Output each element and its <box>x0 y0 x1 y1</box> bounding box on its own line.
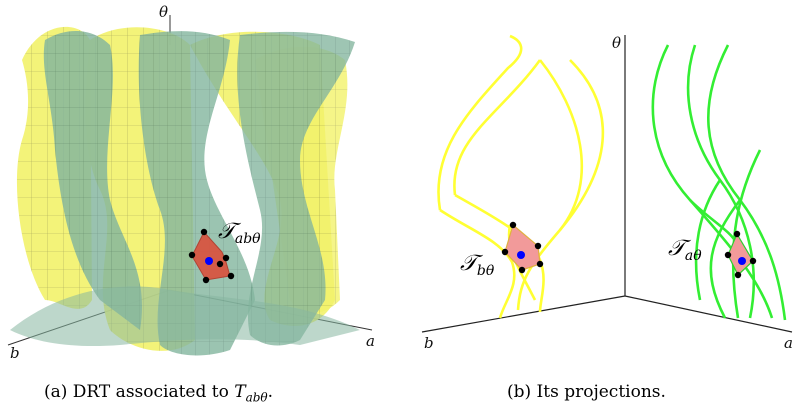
yellow-curve <box>453 59 542 196</box>
vertex-point <box>733 230 741 238</box>
axis-label-a-b: a <box>784 334 793 352</box>
vertex-point <box>518 266 526 274</box>
caption-b: (b) Its projections. <box>507 382 666 402</box>
tile-label-btheta: 𝒯bθ <box>460 251 495 279</box>
tile-label-abtheta: 𝒯abθ <box>218 219 261 247</box>
caption-a: (a) DRT associated to Tabθ. <box>44 382 274 405</box>
panel-b-projections: θ b a 𝒯bθ 𝒯aθ <box>421 34 793 352</box>
green-base-wing <box>10 286 360 347</box>
axis-a-b <box>624 295 793 333</box>
vertex-point <box>509 221 517 229</box>
vertex-point <box>749 257 757 265</box>
vertex-point <box>200 228 208 236</box>
axis-label-theta-a: θ <box>159 3 168 21</box>
green-surface-3 <box>237 31 355 346</box>
yellow-curve <box>516 59 584 311</box>
green-curve <box>731 149 762 319</box>
green-surface-1 <box>43 30 143 331</box>
yellow-curve <box>437 34 523 211</box>
axis-label-theta-b: θ <box>612 34 621 52</box>
vertex-point <box>227 272 235 280</box>
tile-btheta <box>504 223 541 271</box>
vertex-point <box>724 251 732 259</box>
vertex-point <box>188 251 196 259</box>
green-curve <box>651 44 774 319</box>
axis-b-b <box>421 295 626 333</box>
axis-label-a-a: a <box>366 332 375 350</box>
vertex-point <box>202 276 210 284</box>
axis-label-b-a: b <box>10 344 20 362</box>
vertex-point <box>216 260 224 268</box>
green-curve <box>709 199 742 319</box>
yellow-curve <box>559 59 605 231</box>
vertex-point <box>222 254 230 262</box>
vertex-point <box>501 248 509 256</box>
center-point <box>738 257 746 265</box>
panel-a-3d-view: θ b a 𝒯abθ <box>7 3 375 362</box>
yellow-curve <box>439 208 516 319</box>
axis-label-b-b: b <box>424 334 434 352</box>
vertex-point <box>534 242 542 250</box>
green-curve <box>694 179 722 301</box>
vertex-point <box>536 260 544 268</box>
vertex-point <box>734 271 742 279</box>
center-point <box>205 257 213 265</box>
center-point <box>517 251 525 259</box>
green-curves <box>651 44 787 321</box>
